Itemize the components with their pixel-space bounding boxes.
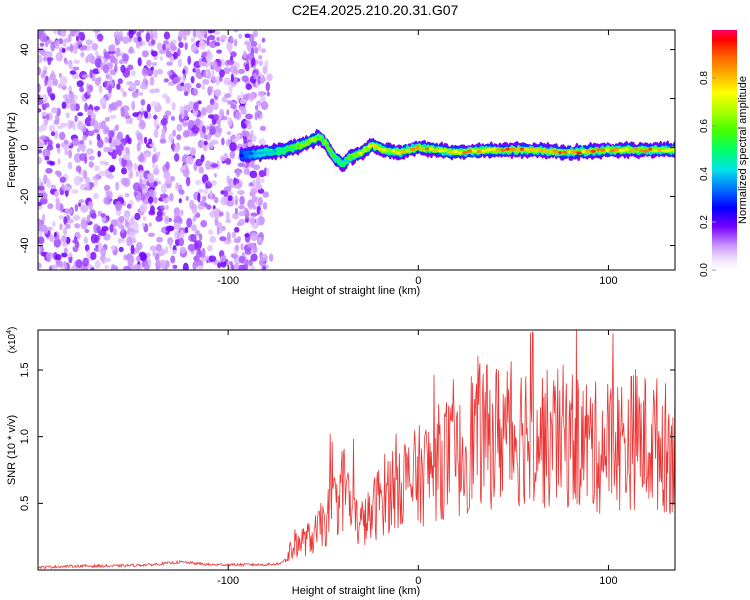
colorbar-tick-label: 0.0 <box>699 263 710 277</box>
snr-y-tick-label: 0.5 <box>19 496 31 511</box>
snr-panel: -100 0 100 0.5 1.0 1.5 Height of straight li… <box>6 327 676 597</box>
colorbar-tick-label: 0.6 <box>699 119 710 133</box>
figure-title: C2E4.2025.210.20.31.G07 <box>292 2 459 18</box>
snr-y-multiplier: (x104) <box>6 327 18 354</box>
snr-x-axis-label: Height of straight line (km) <box>292 585 420 597</box>
spectrogram-y-tick-label: -40 <box>19 238 31 254</box>
snr-y-axis-label: SNR (10 * v/v) <box>6 415 18 485</box>
snr-y-tick-label: 1.0 <box>19 429 31 444</box>
spectrogram-y-tick-label: 20 <box>19 92 31 104</box>
spectrogram-y-tick-label: 0 <box>19 144 31 150</box>
spectrogram-x-tick-label: 0 <box>415 275 421 287</box>
snr-y-ticks: 0.5 1.0 1.5 <box>19 362 675 511</box>
colorbar-tick-label: 0.8 <box>699 71 710 85</box>
spectrogram-x-tick-label: 100 <box>599 275 617 287</box>
colorbar-tick-label: 0.4 <box>699 167 710 181</box>
snr-frame <box>37 329 676 571</box>
spectrogram-x-ticks: -100 0 100 <box>217 30 618 287</box>
spectrogram-x-axis-label: Height of straight line (km) <box>292 285 420 297</box>
noise-speckle-region <box>38 30 274 270</box>
snr-series-line <box>38 330 675 570</box>
spectrogram-frame <box>37 29 676 271</box>
colorbar-gradient <box>712 30 737 270</box>
colorbar-label: Normalized spectral amplitude <box>737 76 749 224</box>
spectrogram-y-tick-label: 40 <box>19 43 31 55</box>
snr-x-tick-label: 100 <box>599 575 617 587</box>
snr-y-tick-label: 1.5 <box>19 362 31 377</box>
snr-x-tick-label: -100 <box>217 575 239 587</box>
spectrogram-panel: -100 0 100 -40 -20 0 20 40 Height of straight … <box>6 29 676 297</box>
spectrogram-x-tick-label: -100 <box>217 275 239 287</box>
snr-x-tick-label: 0 <box>415 575 421 587</box>
signal-trace <box>239 129 675 173</box>
snr-x-ticks: -100 0 100 <box>217 330 618 587</box>
spectrogram-y-axis-label: Frequency (Hz) <box>6 112 18 188</box>
colorbar: 0.0 0.2 0.4 0.6 0.8 Normalized spectral ampl… <box>699 30 749 277</box>
colorbar-ticks: 0.0 0.2 0.4 0.6 0.8 <box>699 71 716 277</box>
spectrogram-y-tick-label: -20 <box>19 189 31 205</box>
spectrogram-y-ticks: -40 -20 0 20 40 <box>19 43 675 253</box>
colorbar-tick-label: 0.2 <box>699 215 710 229</box>
